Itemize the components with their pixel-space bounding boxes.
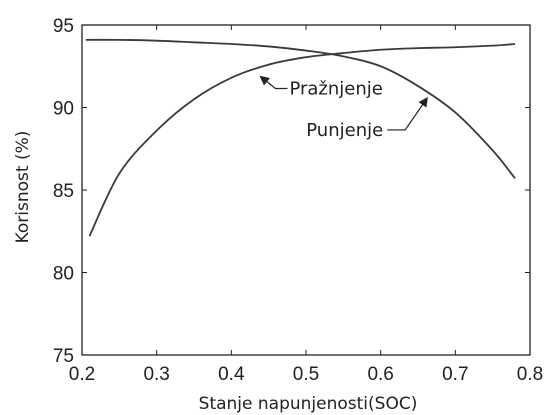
annotation-layer: Pražnjenje Punjenje bbox=[259, 75, 428, 141]
x-tick-label: 0.5 bbox=[293, 364, 319, 385]
series-layer bbox=[85, 38, 516, 237]
y-axis-label: Korisnost (%) bbox=[13, 131, 33, 244]
x-tick-label: 0.2 bbox=[69, 364, 95, 385]
annotation-label-praznjenje: Pražnjenje bbox=[289, 79, 382, 100]
x-tick-label: 0.3 bbox=[143, 364, 169, 385]
x-axis-label: Stanje napunjenosti(SOC) bbox=[199, 394, 418, 414]
y-tick-label: 95 bbox=[53, 16, 74, 37]
annotation-arrow-punjenje bbox=[387, 96, 428, 131]
series-line-punjenje bbox=[88, 43, 516, 237]
plot-border bbox=[81, 24, 531, 356]
annotation-label-punjenje: Punjenje bbox=[306, 120, 383, 141]
x-tick-label: 0.8 bbox=[517, 364, 543, 385]
x-tick-label: 0.6 bbox=[367, 364, 393, 385]
y-tick-label: 75 bbox=[53, 346, 74, 367]
y-tick-label: 80 bbox=[53, 264, 74, 285]
annotation-arrow-praznjenje bbox=[259, 75, 288, 90]
x-tick-label: 0.4 bbox=[218, 364, 245, 385]
y-tick-label: 90 bbox=[53, 99, 74, 120]
y-tick-label: 85 bbox=[53, 181, 74, 202]
x-tick-label: 0.7 bbox=[442, 364, 468, 385]
plot-frame bbox=[81, 24, 531, 356]
series-line-praznjenje bbox=[85, 38, 516, 180]
axis-ticks: 0.2 0.3 0.4 0.5 0.6 0.7 0.8 75 80 85 90 95 bbox=[53, 16, 543, 385]
